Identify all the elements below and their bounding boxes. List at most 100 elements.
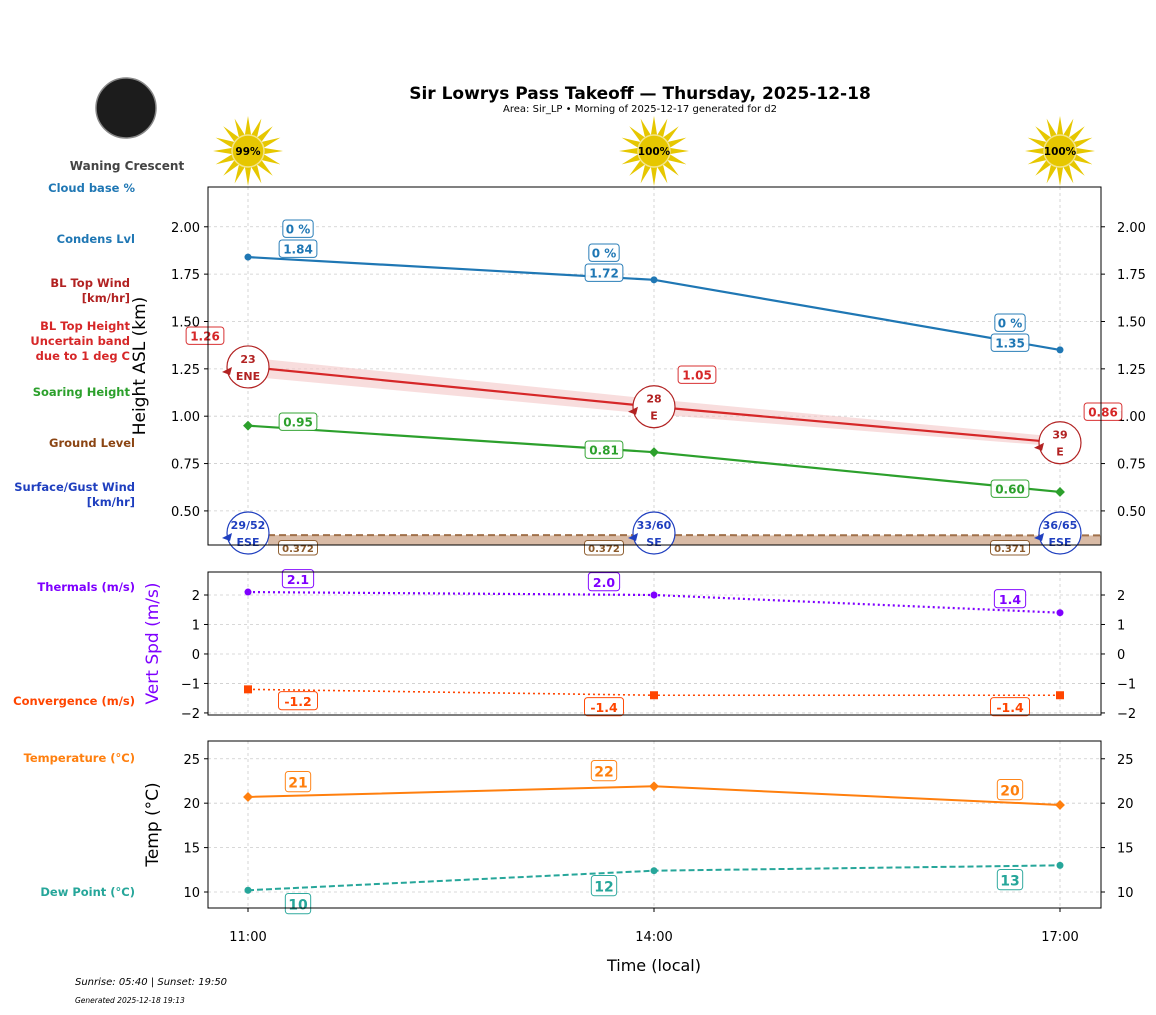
row-label-condens: Condens Lvl [57, 232, 135, 246]
sun-ray [651, 167, 657, 186]
y-tick-label: 15 [183, 842, 200, 857]
sun-ray [1063, 164, 1073, 183]
sun-ray [641, 119, 651, 138]
panel-frame [208, 187, 1101, 545]
moon-icon [96, 78, 156, 138]
condens-label: 1.35 [995, 337, 1025, 351]
sun-ray [261, 138, 280, 148]
y-axis-label: Temp (°C) [143, 782, 163, 867]
bl-top-label: 1.05 [682, 369, 712, 383]
sun-ray [1057, 116, 1063, 135]
row-label-dew: Dew Point (°C) [40, 885, 135, 899]
y-tick-label-right: 1.75 [1117, 268, 1146, 283]
row-label-bl-band: Uncertain band [30, 334, 130, 348]
temperature-label: 20 [1000, 783, 1020, 799]
row-label-ground: Ground Level [49, 436, 135, 450]
sun-ray [235, 164, 245, 183]
dew-point [245, 887, 252, 894]
row-label-bl-wind-unit: [km/hr] [82, 291, 130, 305]
surface-wind-direction: SE [646, 536, 661, 549]
y-tick-label-right: −1 [1117, 677, 1136, 692]
y-tick-label: 10 [183, 886, 200, 901]
row-label-temperature: Temperature (°C) [24, 751, 135, 765]
chart-subtitle: Area: Sir_LP • Morning of 2025-12-17 gen… [503, 104, 777, 115]
ground-fill [268, 535, 1101, 545]
sun-ray [670, 148, 689, 154]
generated-time: Generated 2025-12-18 19:13 [75, 996, 185, 1005]
sun-percent: 99% [235, 146, 261, 158]
sun-ray [657, 119, 667, 138]
y-axis-label: Height ASL (km) [130, 297, 150, 436]
row-label-bl-band-2: due to 1 deg C [36, 349, 130, 363]
sun-ray [213, 148, 232, 154]
thermals-label: 2.1 [287, 572, 309, 587]
thermals-point [651, 591, 658, 598]
y-tick-label-right: −2 [1117, 707, 1136, 722]
sun-ray [1076, 148, 1095, 154]
dew-label: 12 [594, 879, 613, 895]
sun-ray [235, 119, 245, 138]
row-label-bl-height: BL Top Height [40, 319, 130, 333]
moon-phase: Waning Crescent [70, 159, 185, 173]
sun-ray [251, 164, 261, 183]
bl-top-label: 1.26 [190, 330, 220, 344]
y-tick-label: 1.00 [171, 410, 200, 425]
y-tick-label-right: 20 [1117, 797, 1134, 812]
soaring-point [243, 421, 253, 431]
y-tick-label-right: 2.00 [1117, 221, 1146, 236]
chart-title: Sir Lowrys Pass Takeoff — Thursday, 2025… [409, 84, 871, 104]
x-axis-label: Time (local) [606, 956, 701, 975]
y-tick-label-right: 0.75 [1117, 458, 1146, 473]
bl-wind-speed: 39 [1052, 429, 1067, 442]
condens-point [1057, 346, 1064, 353]
sun-ray [1047, 164, 1057, 183]
x-tick-label: 11:00 [229, 930, 266, 945]
y-tick-label: 0.75 [171, 458, 200, 473]
sun-percent: 100% [638, 146, 671, 158]
surface-wind-speed: 33/60 [637, 519, 672, 532]
temperature-label: 22 [594, 764, 613, 780]
cloud-base-pct-label: 0 % [286, 223, 311, 237]
sun-ray [1025, 148, 1044, 154]
y-tick-label: 2 [192, 589, 200, 604]
bl-wind-speed: 23 [240, 353, 255, 366]
temperature-point [649, 781, 659, 791]
dew-point [1057, 862, 1064, 869]
thermals-point [245, 589, 252, 596]
sun-ray [245, 116, 251, 135]
temperature-label: 21 [288, 775, 307, 791]
bl-wind-direction: ENE [236, 370, 260, 383]
y-tick-label: 25 [183, 753, 200, 768]
sun-ray [619, 148, 638, 154]
soaring-label: 0.81 [589, 444, 619, 458]
temperature-point [1055, 800, 1065, 810]
dew-label: 13 [1000, 873, 1019, 889]
surface-wind-speed: 29/52 [231, 519, 266, 532]
y-tick-label: 1.25 [171, 363, 200, 378]
sun-ray [1057, 167, 1063, 186]
condens-point [651, 276, 658, 283]
condens-label: 1.72 [589, 267, 619, 281]
sun-ray [651, 116, 657, 135]
surface-wind-speed: 36/65 [1043, 519, 1078, 532]
soaring-point [1055, 487, 1065, 497]
convergence-point [244, 685, 252, 693]
convergence-label: -1.4 [996, 700, 1024, 715]
y-tick-label: 0 [192, 648, 200, 663]
row-label-thermals: Thermals (m/s) [37, 580, 135, 594]
soaring-point [649, 447, 659, 457]
sun-ray [251, 119, 261, 138]
y-tick-label: 0.50 [171, 505, 200, 520]
y-tick-label: −2 [181, 707, 200, 722]
y-tick-label-right: 15 [1117, 842, 1134, 857]
sun-percent: 100% [1044, 146, 1077, 158]
sun-ray [1047, 119, 1057, 138]
bl-wind-speed: 28 [646, 393, 661, 406]
x-tick-label: 17:00 [1041, 930, 1078, 945]
y-tick-label-right: 1 [1117, 618, 1125, 633]
y-tick-label: −1 [181, 677, 200, 692]
sun-icon: 100% [1025, 116, 1095, 186]
y-tick-label-right: 0.50 [1117, 505, 1146, 520]
y-tick-label-right: 25 [1117, 753, 1134, 768]
surface-wind-direction: ESE [237, 536, 260, 549]
